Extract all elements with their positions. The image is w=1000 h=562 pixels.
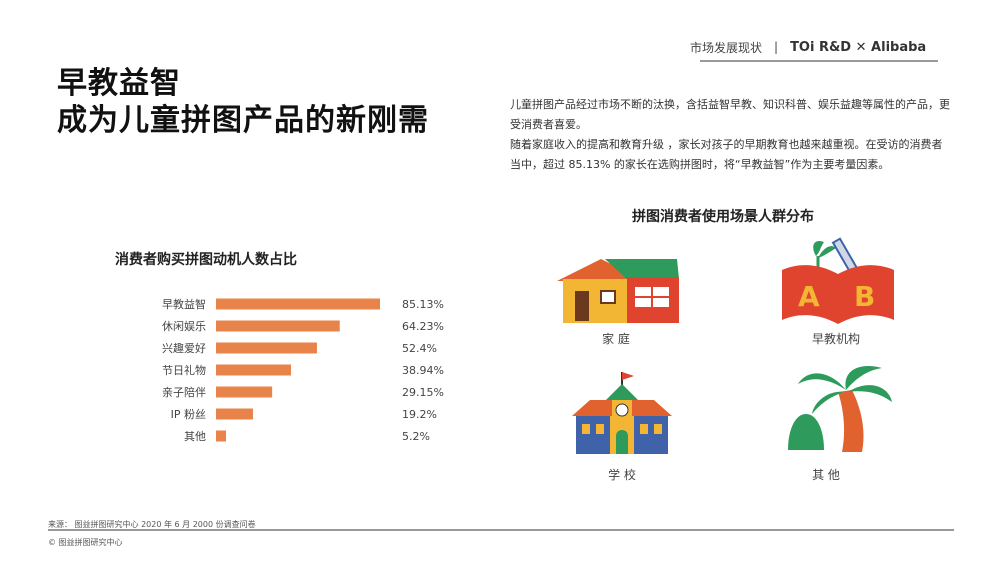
- palm-tree-icon: [788, 366, 892, 452]
- ab-book-icon: A B: [782, 237, 894, 324]
- motivation-bar-chart: 早教益智 85.13% 休闲娱乐 64.23% 兴趣爱好 52.4% 节日礼物 38.94% 亲…: [162, 297, 444, 443]
- value-label: 64.23%: [402, 320, 444, 333]
- header-divider: [700, 60, 938, 62]
- value-label: 29.15%: [402, 386, 444, 399]
- copyright-text: © 图益拼图研究中心: [48, 538, 123, 547]
- intro-paragraph-2: 随着家庭收入的提高和教育升级 ，家长对孩子的早期教育也越来越重视。在受访的消费者…: [510, 138, 943, 171]
- intro-text: 儿童拼图产品经过市场不断的汰换，含括益智早教、知识科普、娱乐益趣等属性的产品，更…: [510, 95, 950, 175]
- brand-logo-text: TOi R&D ✕ Alibaba: [790, 39, 927, 55]
- value-label: 38.94%: [402, 364, 444, 377]
- source-note: 来源： 图益拼图研究中心 2020 年 6 月 2000 份调查问卷: [48, 520, 256, 529]
- value-label: 85.13%: [402, 298, 444, 311]
- header-bar: 市场发展现状 | TOi R&D ✕ Alibaba: [690, 36, 940, 58]
- bar: [216, 430, 227, 442]
- svg-text:B: B: [854, 280, 875, 313]
- bar: [216, 364, 292, 376]
- scene-label-school: 学 校: [608, 468, 636, 482]
- svg-text:A: A: [798, 280, 820, 313]
- chart-title: 消费者购买拼图动机人数占比: [115, 252, 297, 268]
- bar: [216, 320, 340, 332]
- category-label: 休闲娱乐: [162, 319, 206, 333]
- header-section-label: 市场发展现状: [690, 40, 763, 55]
- intro-paragraph-1: 儿童拼图产品经过市场不断的汰换，含括益智早教、知识科普、娱乐益趣等属性的产品，更…: [510, 98, 950, 131]
- scene-label-other: 其 他: [812, 468, 840, 482]
- house-icon: [557, 259, 679, 323]
- scene-title: 拼图消费者使用场景人群分布: [632, 209, 814, 225]
- school-icon: [572, 372, 672, 454]
- footer-divider: [48, 529, 954, 531]
- category-label: 亲子陪伴: [162, 385, 206, 399]
- scene-label-early-education: 早教机构: [811, 332, 860, 346]
- bar: [216, 408, 253, 420]
- header-separator: |: [774, 40, 779, 54]
- category-label: 节日礼物: [162, 363, 206, 377]
- category-label: IP 粉丝: [171, 408, 206, 421]
- category-label: 其他: [184, 430, 206, 443]
- scene-label-home: 家 庭: [602, 332, 630, 346]
- bar: [216, 386, 273, 398]
- page-title-line-1: 早教益智: [57, 66, 181, 101]
- category-label: 兴趣爱好: [162, 341, 206, 355]
- bar: [216, 298, 380, 310]
- page-title-line-2: 成为儿童拼图产品的新刚需: [57, 103, 429, 138]
- value-label: 5.2%: [402, 430, 430, 443]
- value-label: 19.2%: [402, 408, 437, 421]
- bar: [216, 342, 317, 354]
- category-label: 早教益智: [162, 297, 206, 311]
- value-label: 52.4%: [402, 342, 437, 355]
